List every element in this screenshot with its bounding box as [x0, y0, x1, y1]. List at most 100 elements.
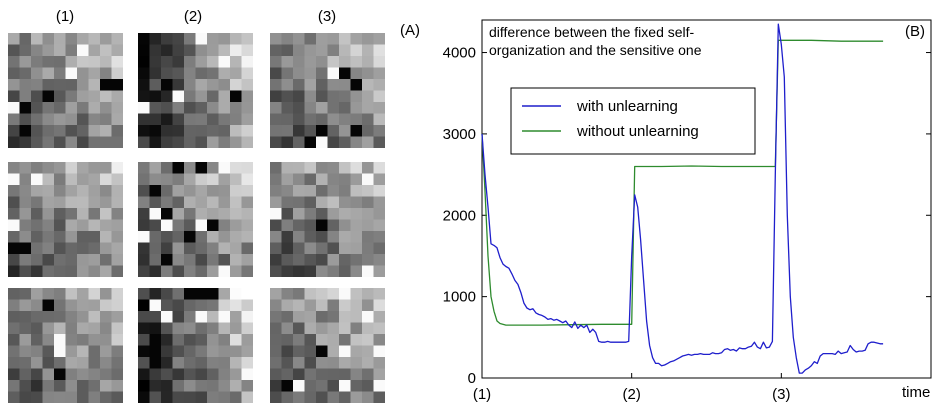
map-cell	[327, 334, 340, 346]
map-cell	[195, 44, 208, 57]
map-cell	[111, 33, 123, 45]
map-cell	[138, 334, 150, 346]
map-cell	[8, 299, 20, 312]
map-cell	[77, 125, 89, 137]
map-cell	[54, 196, 66, 209]
map-cell	[362, 136, 374, 148]
map-cell	[362, 265, 374, 277]
map-cell	[77, 136, 89, 148]
map-cell	[138, 113, 150, 126]
map-cell	[111, 231, 123, 243]
map-cell	[327, 219, 340, 232]
map-cell	[77, 242, 89, 255]
map-cell	[327, 79, 340, 91]
map-cell	[54, 102, 66, 114]
map-cell	[241, 299, 253, 312]
map-cell	[172, 231, 185, 243]
map-cell	[65, 196, 78, 209]
map-cell	[184, 33, 196, 45]
map-cell	[19, 391, 32, 403]
map-cell	[138, 242, 150, 255]
map-cell	[88, 265, 101, 277]
map-cell	[362, 345, 374, 358]
map-cell	[350, 208, 363, 220]
map-cell	[281, 322, 294, 335]
map-cell	[362, 113, 374, 126]
map-cell	[362, 125, 374, 137]
map-cell	[270, 79, 282, 91]
map-cell	[339, 231, 351, 243]
map-cell	[230, 44, 242, 57]
map-cell	[149, 136, 162, 148]
map-cell	[195, 254, 208, 266]
map-cell	[88, 357, 101, 369]
map-cell	[172, 44, 185, 57]
map-cell	[293, 357, 305, 369]
map-cell	[270, 33, 282, 45]
map-cell	[65, 265, 78, 277]
map-cell	[65, 79, 78, 91]
map-cell	[362, 208, 374, 220]
map-cell	[362, 288, 374, 300]
map-cell	[316, 231, 328, 243]
map-cell	[327, 322, 340, 335]
map-cell	[293, 185, 305, 197]
som-map-row1-col1	[8, 33, 123, 148]
map-cell	[241, 102, 253, 114]
map-cell	[77, 173, 89, 186]
map-cell	[195, 185, 208, 197]
map-cell	[218, 113, 231, 126]
map-cell	[88, 322, 101, 335]
map-cell	[241, 219, 253, 232]
map-cell	[88, 162, 101, 174]
map-cell	[31, 208, 43, 220]
map-cell	[350, 391, 363, 403]
y-tick-label: 1000	[443, 289, 476, 306]
map-cell	[138, 380, 150, 392]
map-cell	[241, 242, 253, 255]
map-cell	[138, 33, 150, 45]
map-cell	[184, 196, 196, 209]
map-cell	[184, 311, 196, 323]
map-cell	[161, 162, 173, 174]
map-cell	[362, 380, 374, 392]
map-cell	[31, 299, 43, 312]
map-cell	[88, 33, 101, 45]
map-cell	[111, 125, 123, 137]
map-cell	[111, 79, 123, 91]
map-cell	[100, 231, 112, 243]
map-cell	[339, 311, 351, 323]
map-cell	[339, 219, 351, 232]
map-cell	[195, 79, 208, 91]
map-cell	[241, 380, 253, 392]
map-cell	[350, 242, 363, 255]
map-cell	[195, 299, 208, 312]
map-cell	[88, 125, 101, 137]
map-cell	[281, 79, 294, 91]
map-cell	[19, 208, 32, 220]
map-cell	[77, 368, 89, 381]
map-cell	[138, 254, 150, 266]
map-cell	[149, 196, 162, 209]
map-cell	[42, 136, 55, 148]
map-cell	[8, 102, 20, 114]
map-cell	[304, 102, 317, 114]
map-cell	[218, 33, 231, 45]
x-tick-label: (1)	[473, 386, 491, 403]
map-cell	[350, 125, 363, 137]
map-cell	[172, 67, 185, 80]
map-cell	[293, 33, 305, 45]
map-cell	[316, 125, 328, 137]
map-cell	[373, 162, 385, 174]
map-cell	[111, 185, 123, 197]
map-cell	[100, 90, 112, 103]
map-cell	[184, 391, 196, 403]
map-cell	[293, 113, 305, 126]
map-cell	[281, 125, 294, 137]
map-cell	[281, 185, 294, 197]
map-cell	[77, 334, 89, 346]
map-cell	[373, 56, 385, 68]
map-cell	[19, 196, 32, 209]
map-cell	[161, 185, 173, 197]
map-cell	[31, 265, 43, 277]
